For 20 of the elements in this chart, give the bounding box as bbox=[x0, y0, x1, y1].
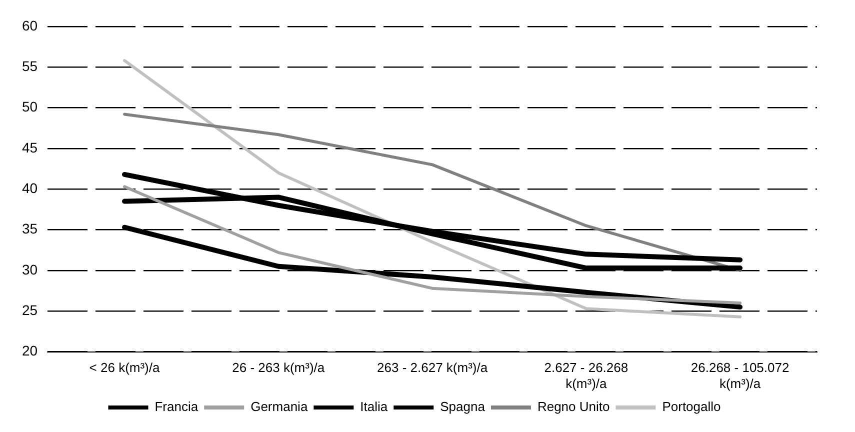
y-tick-label: 25 bbox=[22, 302, 38, 318]
x-tick-label: 263 - 2.627 k(m³)/a bbox=[377, 360, 488, 376]
legend-label: Portogallo bbox=[662, 399, 721, 414]
legend-label: Francia bbox=[154, 399, 199, 414]
legend-label: Germania bbox=[250, 399, 308, 414]
x-tick-label: < 26 k(m³)/a bbox=[89, 360, 160, 376]
legend-label: Regno Unito bbox=[537, 399, 610, 414]
x-tick-label: 26 - 263 k(m³)/a bbox=[232, 360, 326, 376]
legend-label: Italia bbox=[360, 399, 388, 414]
y-tick-label: 30 bbox=[22, 261, 38, 278]
y-tick-label: 45 bbox=[22, 139, 38, 156]
legend-label: Spagna bbox=[440, 399, 486, 414]
y-tick-label: 40 bbox=[22, 180, 38, 196]
x-tick-label: 26.268 - 105.072 k(m³)/a bbox=[690, 360, 790, 391]
y-tick-label: 20 bbox=[22, 342, 38, 359]
x-tick-label: 2.627 - 26.268 k(m³)/a bbox=[544, 360, 628, 391]
y-tick-label: 50 bbox=[22, 98, 38, 115]
y-tick-label: 60 bbox=[22, 17, 38, 34]
y-tick-label: 35 bbox=[22, 220, 38, 237]
y-tick-label: 55 bbox=[22, 58, 38, 74]
